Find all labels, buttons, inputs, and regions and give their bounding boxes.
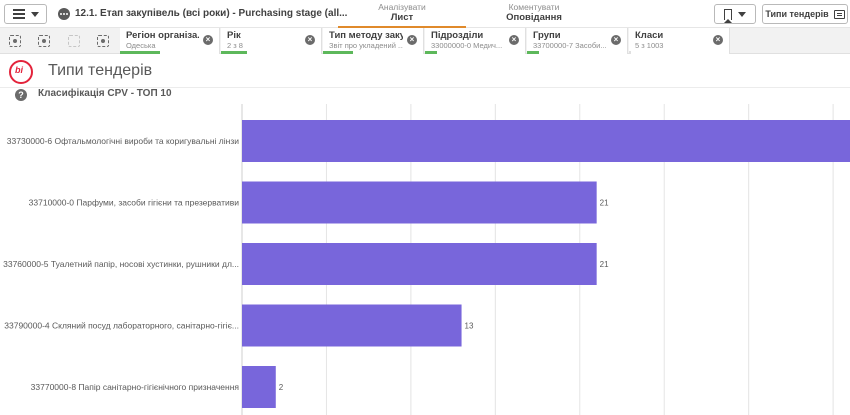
logo-text: bi [15, 65, 23, 75]
data-label: 21 [600, 260, 609, 269]
category-label[interactable]: 33710000-0 Парфуми, засоби гігієни та пр… [29, 198, 240, 208]
chart-title: Класифікація CPV - ТОП 10 [38, 88, 172, 99]
chart-bar[interactable] [242, 120, 850, 162]
step-forward-icon[interactable] [68, 35, 80, 47]
close-icon[interactable]: × [203, 35, 213, 45]
selection-chip[interactable]: Групи 33700000-7 Засоби... × [527, 28, 628, 54]
selection-field-value: 33700000-7 Засоби... [533, 41, 607, 50]
selection-state-bar [629, 51, 631, 54]
selection-field-value: 5 з 1003 [635, 41, 664, 50]
selection-chip[interactable]: Підрозділи 33000000-0 Медич... × [425, 28, 526, 54]
selection-field-label: Тип методу заку... [329, 30, 403, 41]
chevron-down-icon [30, 11, 39, 17]
selection-field-label: Класи [635, 30, 664, 41]
step-back-icon[interactable] [38, 35, 50, 47]
close-icon[interactable]: × [305, 35, 315, 45]
selection-state-bar [120, 51, 160, 54]
data-label: 21 [600, 199, 609, 208]
data-label: 13 [465, 322, 474, 331]
selection-field-value: 2 з 8 [227, 41, 243, 50]
selection-chip[interactable]: Класи 5 з 1003 × [629, 28, 730, 54]
chart-bar[interactable] [242, 181, 597, 224]
sheets-icon [833, 9, 845, 19]
chart-bar[interactable] [242, 243, 597, 285]
sheet-title: Типи тендерів [48, 62, 153, 79]
selection-chip[interactable]: Рік 2 з 8 × [221, 28, 322, 54]
chevron-down-icon [738, 11, 746, 17]
clear-selections-icon[interactable] [97, 35, 109, 47]
selection-field-label: Рік [227, 30, 241, 41]
app-title[interactable]: 12.1. Етап закупівель (всі роки) - Purch… [75, 8, 348, 19]
help-icon[interactable]: ? [15, 89, 27, 101]
selections-bar: Регіон організа... Одеська × Рік 2 з 8 ×… [0, 28, 850, 54]
tab-comment-label: Коментувати [508, 2, 560, 12]
tab-analyze-sheet[interactable]: Аналізувати Лист [338, 2, 466, 28]
selection-field-value: 33000000-0 Медич... [431, 41, 503, 50]
sheets-button[interactable]: Типи тендерів [762, 4, 848, 24]
top-toolbar: 12.1. Етап закупівель (всі роки) - Purch… [0, 0, 850, 28]
category-label[interactable]: 33730000-6 Офтальмологічні вироби та кор… [7, 136, 239, 146]
company-logo: bi [9, 60, 33, 84]
selection-state-bar [425, 51, 437, 54]
category-label[interactable]: 33760000-5 Туалетний папір, носові хусти… [3, 259, 239, 269]
selection-state-bar [221, 51, 247, 54]
close-icon[interactable]: × [611, 35, 621, 45]
selection-chip[interactable]: Регіон організа... Одеська × [120, 28, 220, 54]
close-icon[interactable]: × [407, 35, 417, 45]
sheets-button-label: Типи тендерів [765, 9, 829, 19]
selection-chip[interactable]: Тип методу заку... Звіт про укладений ..… [323, 28, 424, 54]
smart-search-icon[interactable] [9, 35, 21, 47]
selection-field-label: Групи [533, 30, 561, 41]
divider [0, 87, 850, 88]
data-label: 2 [279, 383, 284, 392]
tab-analyze-label: Аналізувати [378, 2, 426, 12]
app-icon [58, 8, 70, 20]
category-label[interactable]: 33790000-4 Скляний посуд лабораторного, … [4, 321, 239, 331]
tab-comment-sublabel: Оповідання [506, 12, 562, 23]
close-icon[interactable]: × [713, 35, 723, 45]
close-icon[interactable]: × [509, 35, 519, 45]
category-label[interactable]: 33770000-8 Папір санітарно-гігієнічного … [31, 382, 240, 392]
tab-comment-story[interactable]: Коментувати Оповідання [470, 2, 598, 28]
selection-field-label: Регіон організа... [126, 30, 199, 41]
chart-bar[interactable] [242, 366, 276, 408]
bookmark-icon [724, 8, 732, 23]
bookmarks-button[interactable] [714, 4, 756, 24]
selection-field-label: Підрозділи [431, 30, 484, 41]
bar-chart[interactable]: 33730000-6 Офтальмологічні вироби та кор… [0, 104, 850, 415]
hamburger-icon [12, 9, 25, 19]
selection-field-value: Одеська [126, 41, 156, 50]
navigation-menu-button[interactable] [4, 4, 47, 24]
selection-state-bar [323, 51, 353, 54]
selection-field-value: Звіт про укладений ... [329, 41, 403, 50]
tab-analyze-sublabel: Лист [390, 12, 414, 23]
chart-bar[interactable] [242, 304, 462, 347]
selection-state-bar [527, 51, 539, 54]
